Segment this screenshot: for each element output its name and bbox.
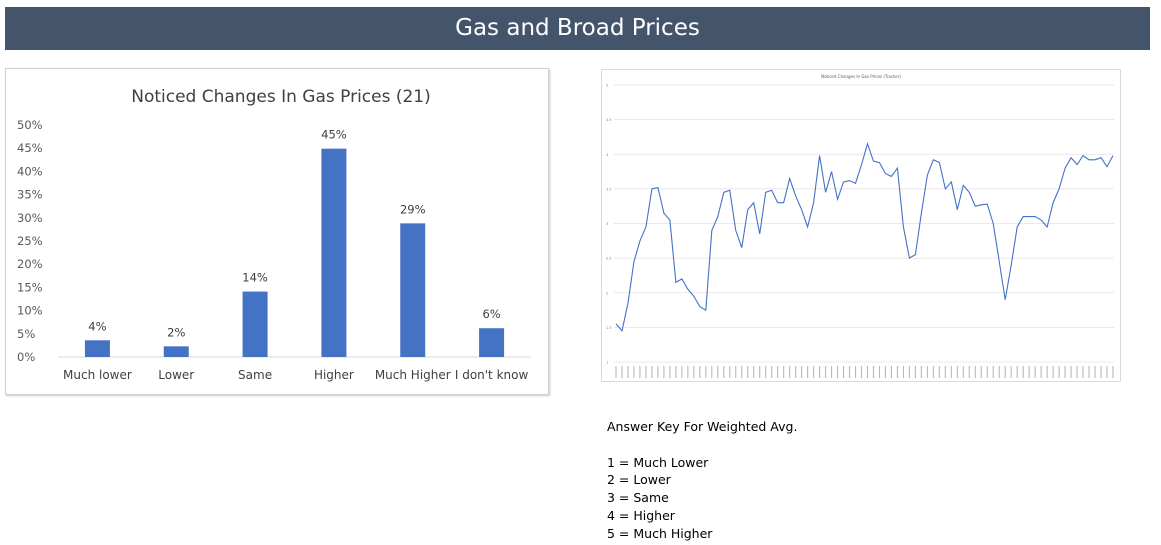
bar-chart-panel: Noticed Changes In Gas Prices (21) 0% 5% 1… [5, 68, 549, 395]
line-y-tick-label: 4.5 [606, 118, 612, 122]
bar-y-tick-label: 5% [17, 327, 35, 341]
answer-key-item: 1 = Much Lower [607, 454, 709, 470]
answer-key-item: 5 = Much Higher [607, 525, 713, 541]
bar-y-tick-label: 45% [17, 141, 43, 155]
bar [321, 148, 347, 357]
bar-category-label: Higher [314, 368, 354, 382]
bar [400, 223, 426, 357]
answer-key-item: 3 = Same [607, 490, 669, 506]
bar-data-label: 14% [242, 271, 268, 285]
line-chart-title: Noticed Changes In Gas Prices (Tracker) [821, 74, 901, 79]
bar [242, 291, 268, 357]
line-series [615, 142, 1114, 333]
line-y-tick-label: 2.5 [606, 257, 612, 261]
bar-data-label: 4% [88, 319, 106, 333]
answer-key: Answer Key For Weighted Avg. 1 = Much Lo… [607, 418, 797, 543]
bar-y-tick-label: 30% [17, 211, 43, 225]
bar [479, 328, 505, 357]
bar-chart: Noticed Changes In Gas Prices (21) 0% 5% 1… [17, 87, 531, 382]
bar-y-tick-label: 35% [17, 188, 43, 202]
bar-data-label: 29% [400, 202, 426, 216]
bar-category-label: Lower [158, 368, 194, 382]
line-y-tick-label: 4 [606, 153, 609, 157]
line-y-tick-label: 5 [606, 84, 608, 88]
line-y-tick-label: 2 [606, 291, 608, 295]
bar [84, 340, 110, 357]
bar-category-label: Much Higher [375, 368, 451, 382]
bar-data-label: 2% [167, 325, 185, 339]
bar-y-tick-label: 25% [17, 234, 43, 248]
line-y-tick-label: 1 [606, 361, 608, 365]
line-y-tick-label: 1.5 [606, 326, 612, 330]
answer-key-item: 4 = Higher [607, 507, 675, 523]
bar-chart-title: Noticed Changes In Gas Prices (21) [131, 87, 431, 107]
line-chart: Noticed Changes In Gas Prices (Tracker) … [606, 74, 1114, 378]
bar-y-tick-label: 20% [17, 257, 43, 271]
bar-y-tick-label: 50% [17, 118, 43, 132]
bar-category-label: Same [238, 368, 272, 382]
bar-data-label: 45% [321, 128, 347, 142]
answer-key-item: 2 = Lower [607, 472, 671, 488]
bar-y-tick-label: 40% [17, 164, 43, 178]
line-y-tick-label: 3 [606, 222, 608, 226]
page-banner-title: Gas and Broad Prices [5, 7, 1150, 50]
line-chart-panel: Noticed Changes In Gas Prices (Tracker) … [601, 69, 1121, 382]
answer-key-title: Answer Key For Weighted Avg. [607, 419, 798, 434]
bar-data-label: 6% [482, 307, 500, 321]
bar-y-tick-label: 15% [17, 280, 43, 294]
bar-y-tick-label: 0% [17, 350, 35, 364]
bar-category-label: I don't know [455, 368, 529, 382]
line-y-tick-label: 3.5 [606, 187, 612, 191]
bar-category-label: Much lower [63, 368, 132, 382]
bar-y-tick-label: 10% [17, 304, 43, 318]
bar [163, 346, 189, 357]
